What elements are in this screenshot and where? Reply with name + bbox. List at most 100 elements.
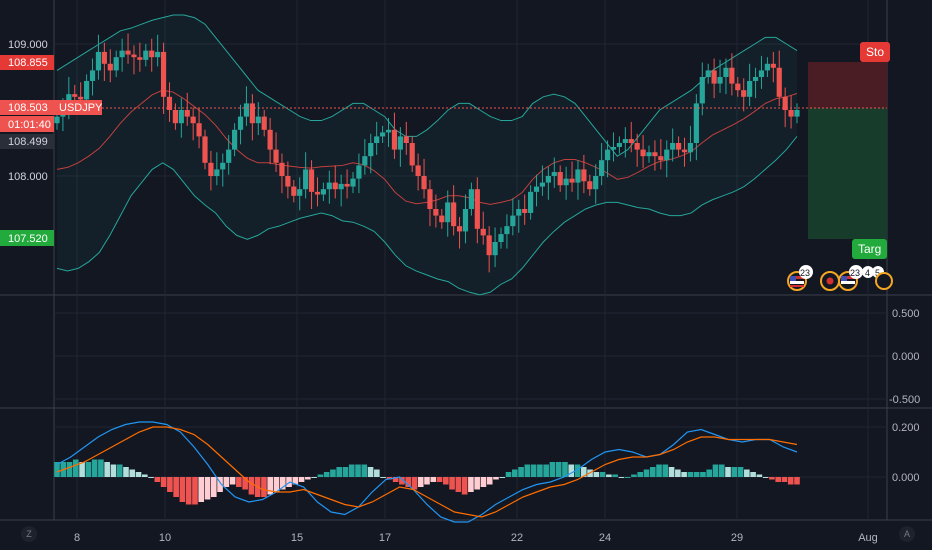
macd-histogram-bar — [580, 467, 587, 477]
macd-histogram-bar — [79, 462, 85, 477]
macd-histogram-bar — [637, 472, 644, 477]
macd-pane[interactable] — [54, 421, 800, 523]
candle-body — [196, 123, 202, 137]
macd-histogram-bar — [192, 477, 198, 505]
candle-body — [178, 110, 184, 124]
take-profit-zone[interactable] — [808, 108, 887, 239]
economic-events[interactable]: 23 23 4 5 — [787, 265, 893, 291]
macd-histogram-bar — [725, 467, 731, 477]
pane-grid — [0, 0, 932, 521]
macd-histogram-bar — [631, 474, 637, 477]
macd-histogram-bar — [85, 462, 92, 477]
macd-histogram-bar — [223, 477, 230, 487]
timezone-button[interactable]: Z — [21, 526, 37, 542]
macd-histogram-bar — [361, 464, 368, 477]
macd-histogram-bar — [511, 469, 518, 477]
candle-body — [297, 189, 303, 196]
macd-histogram-bar — [756, 474, 763, 477]
macd-histogram-bar — [649, 467, 656, 477]
macd-histogram-bar — [618, 477, 625, 478]
entry-price-label: 108.499 — [8, 136, 48, 148]
macd-histogram-bar — [167, 477, 173, 492]
indicator-axis[interactable]: 0.500 0.000 -0.500 — [889, 308, 920, 406]
candle-body — [155, 51, 161, 58]
event-count-badge — [799, 265, 813, 279]
candle-body — [498, 234, 504, 242]
target-tag-label: Targ — [858, 242, 881, 256]
candle-body — [486, 235, 492, 256]
candle-body — [385, 129, 392, 133]
candle-body — [54, 116, 60, 124]
macd-histogram-bar — [104, 462, 110, 477]
macd-histogram-bar — [624, 477, 631, 478]
candle-body — [172, 110, 178, 124]
macd-histogram-bar — [668, 467, 675, 477]
candle-body — [350, 178, 356, 187]
macd-histogram-bar — [449, 477, 455, 490]
candle-body — [190, 116, 196, 124]
candle-body — [752, 77, 759, 81]
candle-body — [622, 139, 628, 143]
candle-body — [593, 176, 599, 190]
macd-tick-label: 0.000 — [892, 472, 920, 484]
candle-body — [551, 172, 557, 176]
candle-body — [427, 189, 433, 209]
macd-axis[interactable]: 0.200 0.000 — [892, 422, 920, 484]
macd-histogram-bar — [123, 467, 129, 477]
price-axis[interactable]: 109.000 108.000 — [8, 39, 48, 183]
candle-body — [492, 242, 498, 256]
macd-histogram-bar — [367, 467, 374, 477]
macd-tick-label: 0.200 — [892, 422, 920, 434]
auto-scale-button[interactable]: A — [899, 526, 915, 542]
candle-body — [782, 96, 788, 110]
macd-histogram-bar — [700, 472, 706, 477]
candle-body — [374, 136, 380, 143]
event-count: 4 — [865, 268, 870, 278]
target-tag[interactable] — [852, 239, 887, 259]
macd-histogram-bar — [436, 477, 443, 482]
candle-body — [397, 136, 403, 150]
macd-histogram-bar — [549, 462, 556, 477]
candlestick-series[interactable] — [54, 33, 800, 273]
macd-histogram-bar — [135, 472, 142, 477]
macd-histogram-bar — [342, 467, 349, 477]
candle-body — [433, 209, 439, 216]
macd-histogram-bar — [769, 477, 775, 480]
macd-histogram-bar — [141, 474, 148, 477]
macd-histogram-bar — [236, 477, 242, 487]
candle-body — [232, 129, 238, 150]
macd-histogram-bar — [787, 477, 794, 485]
time-axis[interactable]: 8 10 15 17 22 24 29 Aug — [74, 532, 878, 544]
macd-histogram-bar — [706, 469, 713, 477]
macd-histogram-bar — [643, 469, 650, 477]
macd-histogram-bar — [524, 464, 531, 477]
macd-histogram-bar — [443, 477, 449, 485]
candle-body — [107, 63, 113, 71]
macd-histogram-bar — [217, 477, 223, 492]
candle-body — [794, 110, 800, 117]
event-count: 23 — [800, 268, 810, 278]
candle-body — [285, 176, 291, 187]
macd-histogram-bar — [744, 469, 750, 477]
candle-body — [664, 149, 670, 161]
macd-histogram-bar — [305, 477, 311, 480]
candle-body — [676, 143, 682, 150]
flag-stripe — [841, 281, 855, 284]
candle-body — [439, 215, 445, 223]
candle-body — [628, 139, 634, 143]
target-price-label: 107.520 — [8, 233, 48, 245]
candle-body — [557, 172, 563, 186]
stop-loss-zone[interactable] — [808, 62, 887, 108]
candle-body — [545, 176, 551, 183]
macd-histogram-bar — [693, 472, 700, 477]
macd-histogram-bar — [185, 477, 192, 505]
candle-body — [160, 51, 167, 97]
macd-histogram-bar — [599, 472, 606, 477]
bollinger-fill — [57, 14, 797, 295]
candle-body — [681, 149, 688, 153]
us-flag-icon[interactable] — [875, 272, 893, 290]
candle-body — [220, 162, 226, 170]
stop-loss-tag[interactable] — [860, 42, 890, 62]
event-count: 5 — [875, 268, 880, 278]
